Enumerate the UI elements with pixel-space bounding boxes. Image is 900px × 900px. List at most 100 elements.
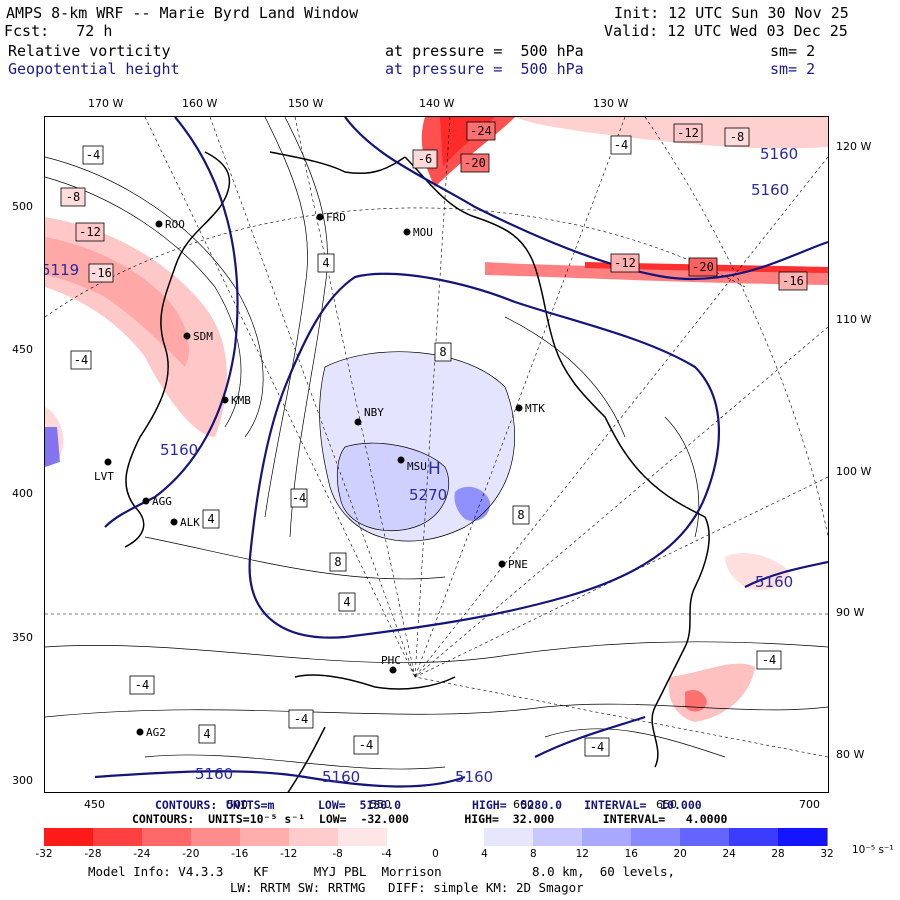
colorbar-units: 10⁻⁵ s⁻¹ — [852, 844, 894, 856]
colorbar-tick-label: 32 — [820, 848, 834, 860]
lon-label-130w: 130 W — [593, 97, 629, 110]
station-label: NBY — [364, 406, 384, 419]
x-tick-600: 600 — [513, 798, 534, 811]
lon-label-90w: 90 W — [836, 606, 865, 619]
lon-label-120w: 120 W — [836, 140, 872, 153]
colorbar-swatch — [778, 828, 828, 846]
height-label: 5160 — [160, 441, 198, 459]
model-info-line2: LW: RRTM SW: RRTMG DIFF: simple KM: 2D S… — [230, 880, 584, 895]
colorbar-swatch — [386, 828, 437, 846]
colorbar-swatch — [190, 828, 241, 846]
field1-name: Relative vorticity — [8, 42, 171, 60]
vorticity-label: -16 — [90, 266, 112, 280]
map-title: AMPS 8-km WRF -- Marie Byrd Land Window — [6, 4, 359, 22]
colorbar-swatch — [680, 828, 731, 846]
colorbar-tick-label: 0 — [432, 848, 439, 860]
forecast-hour: Fcst: 72 h — [4, 22, 113, 40]
colorbar-swatch — [582, 828, 633, 846]
vorticity-contours-info: CONTOURS: UNITS=10⁻⁵ s⁻¹ LOW= -32.000 HI… — [132, 812, 728, 826]
colorbar-swatch — [239, 828, 290, 846]
vorticity-label: -20 — [692, 260, 714, 274]
colorbar-swatch — [92, 828, 143, 846]
vorticity-label: 8 — [517, 508, 524, 522]
height-label: 5160 — [751, 181, 789, 199]
vorticity-label: -12 — [614, 256, 636, 270]
coastline — [124, 151, 710, 792]
vorticity-contours — [45, 117, 828, 770]
colorbar-swatch — [44, 828, 94, 846]
colorbar-swatch — [288, 828, 339, 846]
vorticity-label: -12 — [677, 126, 699, 140]
colorbar-tick-label: 16 — [624, 848, 638, 860]
init-time: Init: 12 UTC Sun 30 Nov 25 — [614, 4, 849, 22]
y-tick-450: 450 — [12, 343, 33, 356]
colorbar-tick-label: -12 — [280, 848, 298, 860]
vorticity-label: -20 — [464, 156, 486, 170]
station-label: LVT — [94, 470, 114, 483]
station-label: MSU — [407, 460, 427, 473]
colorbar-tick-label: 28 — [771, 848, 785, 860]
colorbar-tick-label: -28 — [84, 848, 102, 860]
lon-label-150w: 150 W — [288, 97, 324, 110]
vorticity-label: -4 — [292, 491, 306, 505]
field1-level: at pressure = 500 hPa — [385, 42, 584, 60]
height-label: 5160 — [755, 573, 793, 591]
vorticity-labels: -4 -8 -12 -24 -20 -16 -6 4 8 -8 -12 -4 -… — [60, 121, 808, 757]
station-label: PHC — [381, 654, 401, 667]
colorbar-tick-label: 24 — [722, 848, 736, 860]
field1-smoothing: sm= 2 — [770, 42, 816, 60]
height-contours-units: UNITS=m — [226, 798, 275, 812]
height-label: 5119 — [45, 261, 79, 279]
colorbar-swatch — [631, 828, 682, 846]
vorticity-label: 8 — [439, 345, 446, 359]
colorbar-tick-label: 12 — [575, 848, 589, 860]
station-label: SDM — [193, 330, 213, 343]
vorticity-label: -4 — [614, 138, 628, 152]
map-canvas: 5160 5160 5160 5270 5119 5160 5160 5160 … — [45, 117, 828, 792]
vorticity-label: 4 — [203, 727, 210, 741]
vorticity-label: -12 — [79, 225, 101, 239]
vorticity-label: -4 — [762, 653, 776, 667]
station-label: KMB — [231, 394, 251, 407]
colorbar-tick-label: -16 — [231, 848, 249, 860]
vorticity-label: 4 — [343, 595, 350, 609]
height-label: 5270 — [409, 486, 447, 504]
station-label: MTK — [525, 402, 545, 415]
lon-label-140w: 140 W — [419, 97, 455, 110]
colorbar-swatch — [533, 828, 584, 846]
map-panel: 5160 5160 5160 5270 5119 5160 5160 5160 … — [44, 116, 829, 793]
vorticity-shading — [45, 117, 828, 722]
valid-time: Valid: 12 UTC Wed 03 Dec 25 — [604, 22, 848, 40]
lon-label-80w: 80 W — [836, 748, 865, 761]
x-tick-450: 450 — [84, 798, 105, 811]
field2-smoothing: sm= 2 — [770, 60, 816, 78]
station-label: FRD — [326, 211, 346, 224]
height-label: 5160 — [195, 765, 233, 783]
vorticity-label: 4 — [322, 256, 329, 270]
vorticity-label: -4 — [135, 678, 149, 692]
height-label: 5160 — [455, 768, 493, 786]
vorticity-label: -4 — [86, 148, 100, 162]
x-tick-700: 700 — [799, 798, 820, 811]
colorbar-tick-label: -20 — [182, 848, 200, 860]
stations: ROO FRD MOU SDM KMB NBY MTK LVT AGG ALK … — [94, 211, 545, 739]
height-label: 5160 — [322, 768, 360, 786]
height-contours — [94, 117, 828, 788]
x-tick-550: 550 — [370, 798, 391, 811]
lon-label-100w: 100 W — [836, 465, 872, 478]
y-tick-500: 500 — [12, 200, 33, 213]
station-label: MOU — [413, 226, 433, 239]
y-tick-400: 400 — [12, 487, 33, 500]
y-tick-300: 300 — [12, 774, 33, 787]
field2-name: Geopotential height — [8, 60, 180, 78]
colorbar-tick-label: 4 — [481, 848, 488, 860]
vorticity-label: -16 — [782, 274, 804, 288]
vorticity-label: -24 — [470, 124, 492, 138]
colorbar-swatch — [435, 828, 486, 846]
vorticity-label: -4 — [294, 712, 308, 726]
height-label: 5160 — [760, 145, 798, 163]
field2-level: at pressure = 500 hPa — [385, 60, 584, 78]
colorbar-swatch — [337, 828, 388, 846]
height-contours-label: CONTOURS: — [155, 798, 218, 812]
colorbar-tick-label: -4 — [381, 848, 392, 860]
